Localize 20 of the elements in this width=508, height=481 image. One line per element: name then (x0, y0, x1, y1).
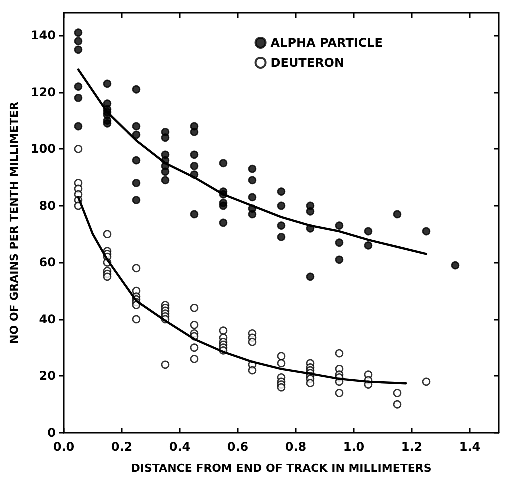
x-tick-label: 1.0 (343, 440, 365, 454)
x-tick-label: 0.6 (227, 440, 249, 454)
y-tick-label: 0 (48, 426, 56, 440)
y-tick-label: 100 (30, 142, 56, 156)
y-tick-label: 80 (39, 198, 56, 213)
y-tick-label: 140 (30, 28, 56, 43)
legend-label: DEUTERON (270, 56, 345, 70)
y-tick-label: 60 (39, 256, 56, 270)
x-tick-label: 1.2 (401, 440, 423, 454)
x-tick-label: 0.2 (111, 440, 133, 454)
x-tick-label: 1.4 (459, 440, 481, 454)
x-tick-label: 0.0 (53, 440, 75, 454)
y-tick-label: 120 (30, 85, 56, 100)
y-tick-label: 20 (39, 369, 56, 384)
legend-label: ALPHA PARTICLE (270, 36, 383, 50)
x-tick-label: 0.8 (285, 440, 307, 454)
y-tick-label: 40 (39, 312, 56, 326)
x-axis-title: DISTANCE FROM END OF TRACK IN MILLIMETERS (131, 462, 432, 475)
y-axis-title: NO OF GRAINS PER TENTH MILLIMETER (8, 102, 22, 344)
x-tick-label: 0.4 (169, 440, 191, 454)
